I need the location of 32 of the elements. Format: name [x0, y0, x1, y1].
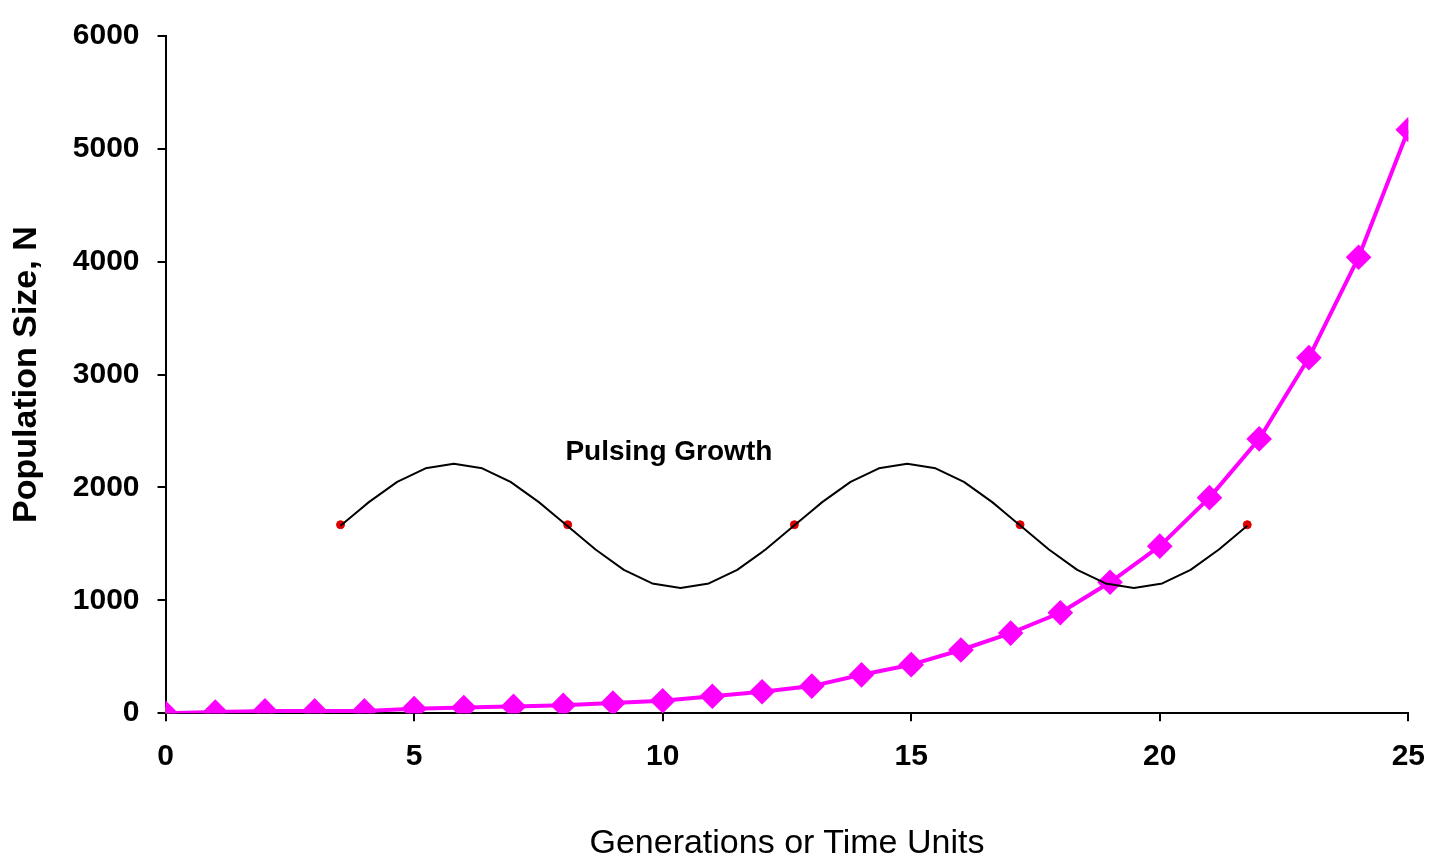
point	[1048, 600, 1073, 625]
y-tick-label: 2000	[72, 468, 140, 502]
x-tick-label: 0	[157, 738, 174, 772]
point	[1296, 345, 1321, 370]
y-tick-label: 5000	[72, 130, 140, 164]
point	[1147, 534, 1172, 559]
y-tick-label: 3000	[72, 355, 140, 389]
x-axis-title: Generations or Time Units	[589, 821, 985, 860]
x-tick-label: 20	[1143, 738, 1177, 772]
point	[600, 691, 625, 714]
point	[1197, 485, 1222, 510]
x-tick-label: 10	[645, 738, 680, 772]
annotation: Pulsing Growth	[565, 435, 773, 467]
point	[650, 688, 675, 713]
y-tick-label: 4000	[72, 243, 140, 276]
y-tick-label: 6000	[72, 17, 140, 51]
x-tick-label: 15	[894, 738, 928, 772]
point	[998, 621, 1023, 646]
y-tick-label: 1000	[72, 581, 140, 615]
point	[948, 638, 973, 662]
point	[799, 674, 824, 699]
y-axis-title: Population Size, N	[4, 226, 43, 523]
point	[551, 693, 576, 714]
point	[1346, 245, 1371, 270]
y-tick-label: 0	[122, 694, 140, 728]
point	[849, 662, 874, 687]
x-tick-label: 25	[1391, 738, 1425, 772]
point	[1247, 426, 1272, 451]
point	[899, 652, 924, 677]
point	[750, 679, 775, 704]
x-tick-label: 5	[405, 738, 423, 772]
point	[700, 684, 725, 709]
